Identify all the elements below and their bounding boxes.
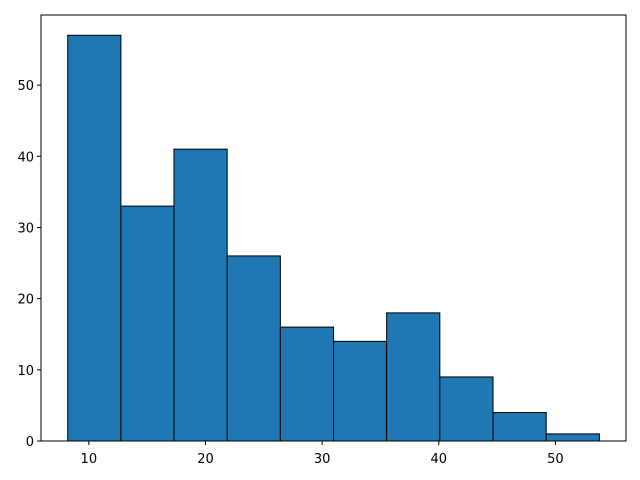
x-tick-label: 50 (547, 452, 564, 467)
bar (67, 34, 122, 442)
plot-frame (40, 14, 627, 442)
x-tick-label: 10 (81, 452, 98, 467)
y-tick-label: 10 (17, 364, 34, 379)
bar (226, 255, 281, 442)
bar (333, 340, 388, 442)
y-tick-label: 0 (26, 435, 34, 450)
y-tick-label: 50 (17, 79, 34, 94)
bar (173, 148, 228, 442)
bar (386, 312, 441, 442)
bar (545, 433, 600, 442)
y-tick-label: 20 (17, 293, 34, 308)
x-tick-label: 30 (314, 452, 331, 467)
x-tick-label: 20 (197, 452, 214, 467)
bar (120, 205, 175, 442)
y-tick-label: 40 (17, 150, 34, 165)
bar (279, 326, 335, 442)
bar (439, 376, 494, 442)
bar (492, 412, 547, 442)
y-tick-label: 30 (17, 221, 34, 236)
x-tick-label: 40 (431, 452, 448, 467)
